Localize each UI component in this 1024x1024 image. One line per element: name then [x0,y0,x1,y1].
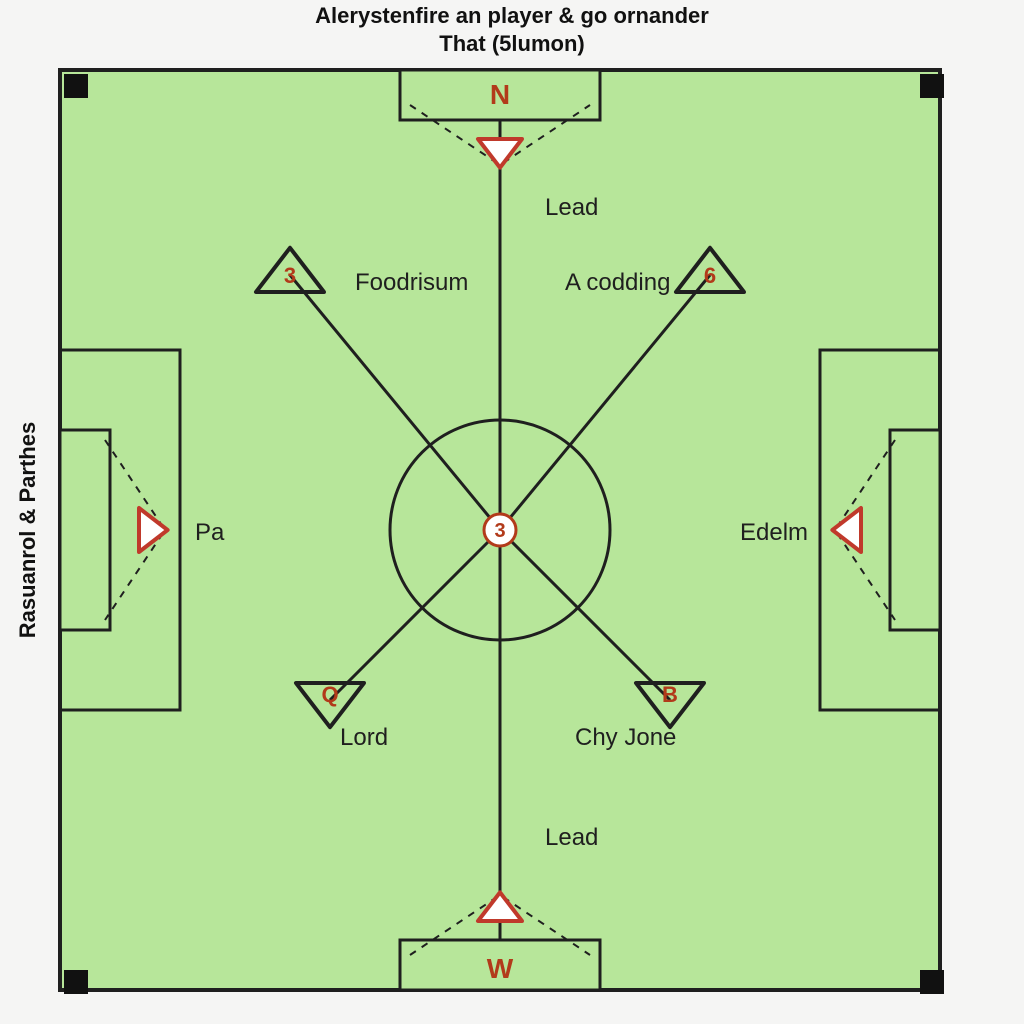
svg-text:W: W [487,953,514,984]
svg-text:B: B [662,682,678,707]
svg-text:Foodrisum: Foodrisum [355,269,468,296]
svg-text:3: 3 [494,520,505,542]
svg-text:N: N [490,79,510,110]
svg-text:Pa: Pa [195,519,225,546]
field-diagram: N W 3 3 6 Q B Lead Lead Foodrisum A codding Lord Chy… [0,0,1024,1024]
svg-text:Lead: Lead [545,824,598,851]
svg-text:Edelm: Edelm [740,519,808,546]
svg-text:A codding: A codding [565,269,670,296]
svg-text:Lord: Lord [340,724,388,751]
svg-text:6: 6 [704,263,716,288]
svg-text:Q: Q [321,682,338,707]
svg-text:Lead: Lead [545,194,598,221]
svg-text:Chy Jone: Chy Jone [575,724,676,751]
svg-text:3: 3 [284,263,296,288]
